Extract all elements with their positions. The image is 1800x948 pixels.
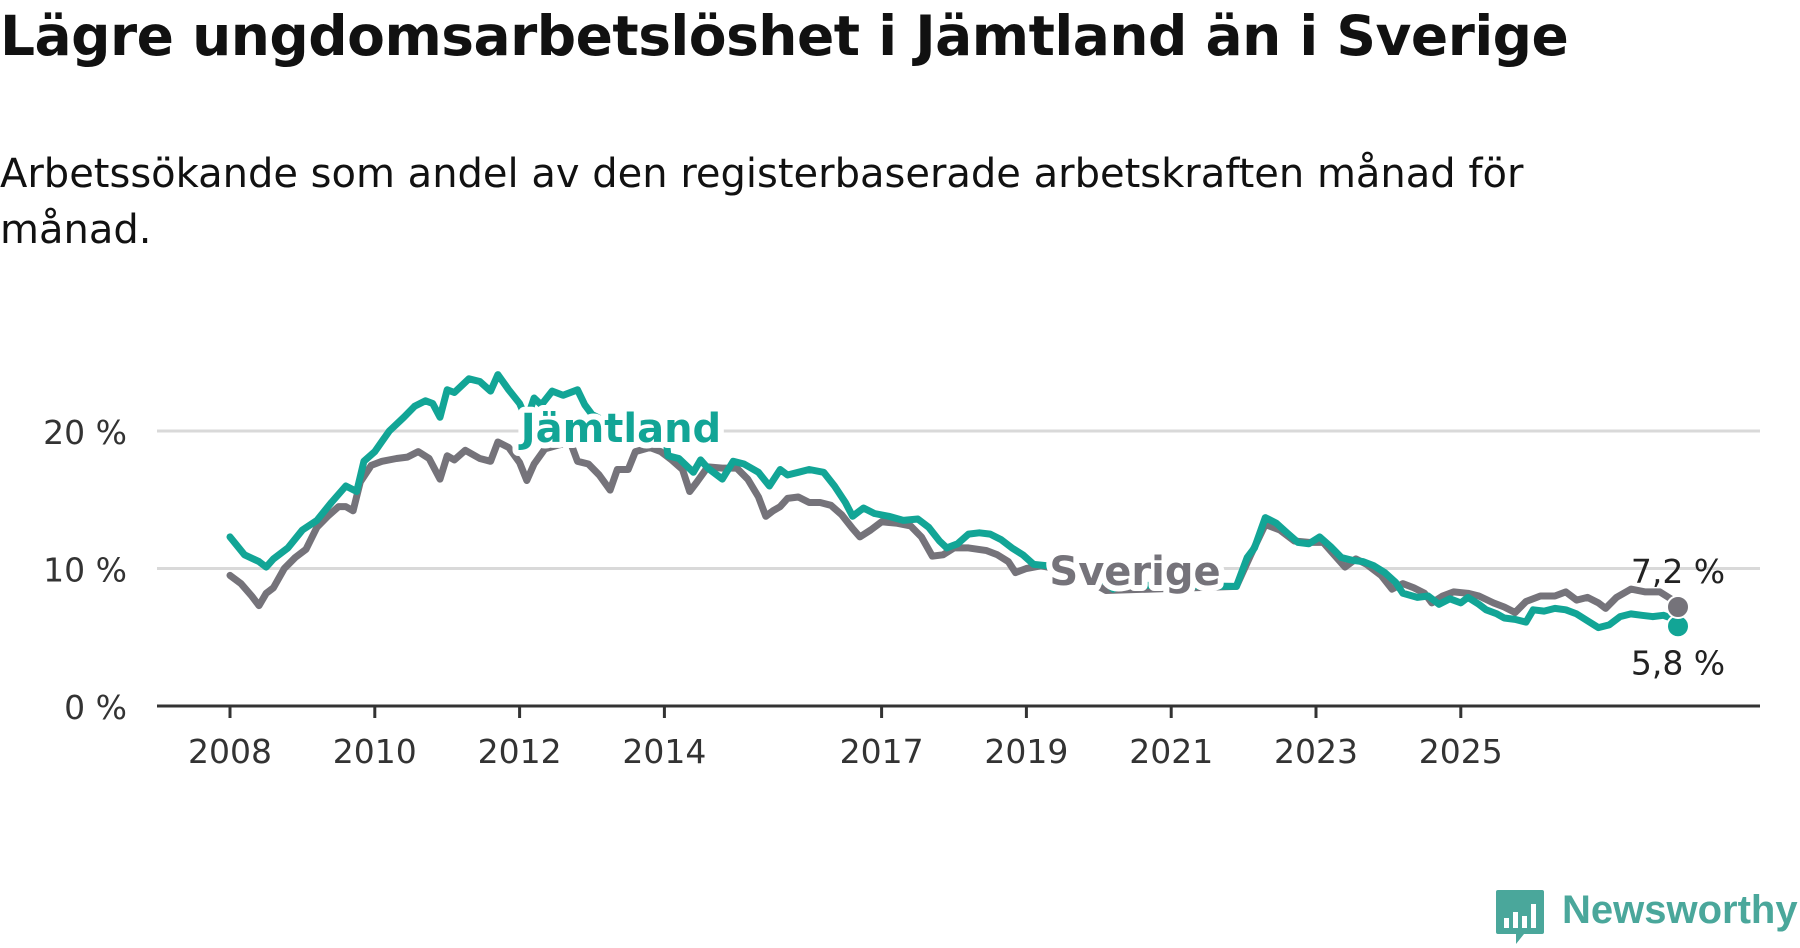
series-label-halo-jamtland: Jämtland <box>518 406 722 452</box>
x-tick-label: 2023 <box>1274 732 1358 771</box>
newsworthy-logo: Newsworthy <box>1494 888 1798 948</box>
x-tick-label: 2012 <box>478 732 562 771</box>
x-tick-label: 2021 <box>1129 732 1213 771</box>
end-label-sverige: 7,2 % <box>1631 552 1725 591</box>
chart-subtitle: Arbetssökande som andel av den registerb… <box>0 151 1524 253</box>
y-tick-label: 0 % <box>64 688 127 727</box>
series-label-halo-sverige: Sverige <box>1049 549 1220 595</box>
newsworthy-logo-text: Newsworthy <box>1562 888 1798 932</box>
end-point-sverige <box>1666 595 1690 619</box>
series-label-sverige: Sverige <box>1049 549 1220 595</box>
end-label-jamtland: 5,8 % <box>1631 643 1725 682</box>
series-label-jamtland: Jämtland <box>518 406 722 452</box>
y-tick-label: 10 % <box>43 551 127 590</box>
y-tick-label: 20 % <box>43 413 127 452</box>
newsworthy-logo-icon <box>1496 890 1544 944</box>
x-tick-label: 2025 <box>1419 732 1503 771</box>
series-line-jamtland <box>226 371 1682 632</box>
x-tick-label: 2019 <box>984 732 1068 771</box>
x-tick-label: 2017 <box>840 732 924 771</box>
x-tick-label: 2010 <box>333 732 417 771</box>
series-line-sverige <box>226 438 1682 616</box>
x-tick-label: 2008 <box>188 732 272 771</box>
chart-title: Lägre ungdomsarbetslöshet i Jämtland än … <box>0 4 1569 68</box>
x-tick-label: 2014 <box>622 732 706 771</box>
